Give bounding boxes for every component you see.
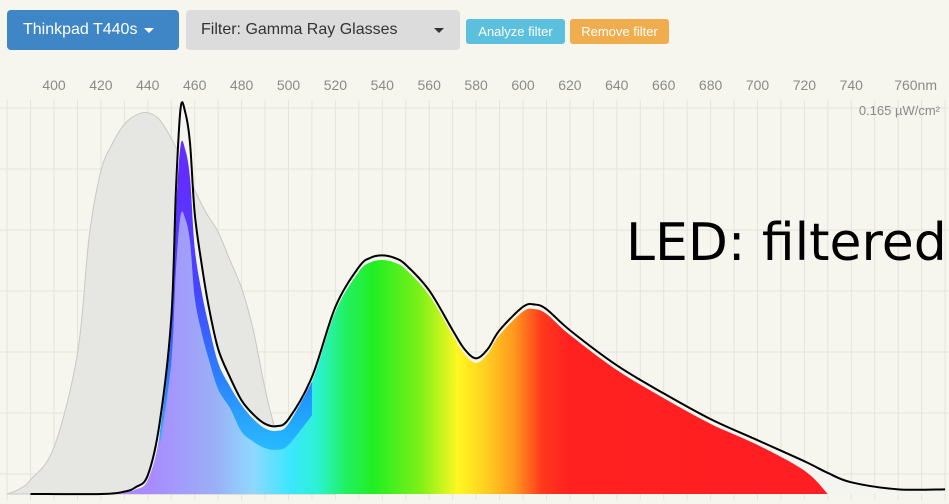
remove-filter-label: Remove filter (581, 24, 658, 39)
x-tick-label: 560 (418, 77, 442, 93)
x-tick-label: 460 (183, 77, 207, 93)
x-tick-label: 680 (699, 77, 723, 93)
x-tick-label: 700 (746, 77, 770, 93)
toolbar: Thinkpad T440s Filter: Gamma Ray Glasses… (0, 0, 949, 60)
x-tick-label: 480 (230, 77, 254, 93)
x-tick-label: 740 (840, 77, 864, 93)
x-tick-label: 760nm (894, 77, 937, 93)
chevron-down-icon (434, 28, 444, 33)
x-tick-label: 400 (42, 77, 66, 93)
blue-peak-band (159, 140, 312, 450)
overlay-title: LED: filtered (626, 213, 947, 273)
x-tick-label: 600 (511, 77, 535, 93)
remove-filter-button[interactable]: Remove filter (570, 19, 669, 44)
chevron-down-icon (144, 27, 155, 33)
y-max-label: 0.165 µW/cm² (859, 103, 941, 118)
analyze-filter-label: Analyze filter (478, 24, 553, 39)
x-tick-label: 620 (558, 77, 582, 93)
filtered-spectrum-area (100, 140, 828, 494)
device-select-button[interactable]: Thinkpad T440s (7, 10, 179, 50)
analyze-filter-button[interactable]: Analyze filter (466, 19, 565, 44)
chart-series (6, 101, 946, 496)
x-tick-label: 540 (371, 77, 395, 93)
x-tick-label: 440 (136, 77, 160, 93)
x-axis-ticks: 400 420 440 460 480 500 520 540 560 580 600 620 640 6… (42, 77, 937, 93)
x-tick-label: 640 (605, 77, 629, 93)
device-select-label: Thinkpad T440s (23, 21, 138, 38)
filter-select-label: Filter: Gamma Ray Glasses (201, 21, 398, 38)
x-tick-label: 580 (464, 77, 488, 93)
x-tick-label: 720 (793, 77, 817, 93)
filter-select-button[interactable]: Filter: Gamma Ray Glasses (186, 10, 460, 50)
x-tick-label: 520 (324, 77, 348, 93)
spectrum-outline-line (30, 101, 946, 496)
x-tick-label: 500 (277, 77, 301, 93)
x-tick-label: 660 (652, 77, 676, 93)
x-tick-label: 420 (89, 77, 113, 93)
